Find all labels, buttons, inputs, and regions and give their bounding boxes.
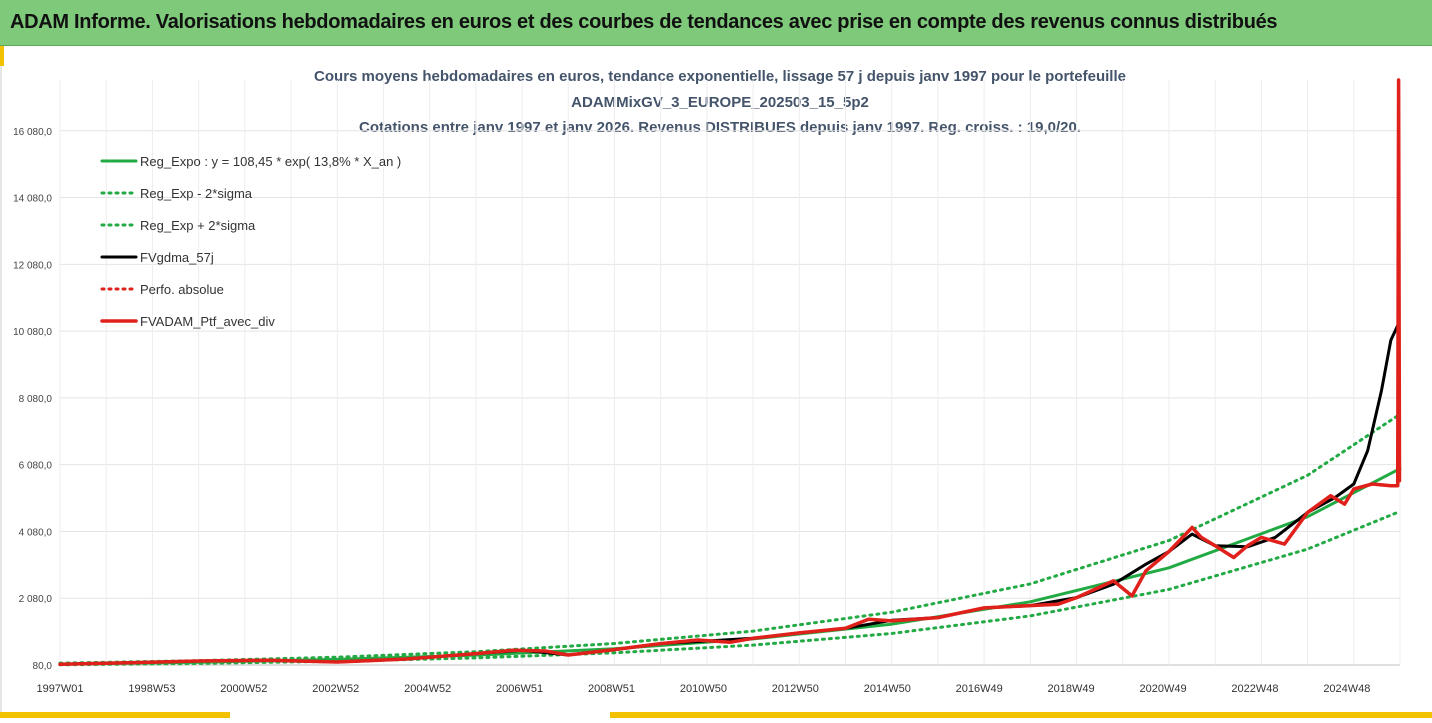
x-tick-label: 2020W49	[1139, 683, 1186, 695]
x-tick-label: 2024W48	[1323, 683, 1370, 695]
series-line-fvadam-ptf-avec-div	[58, 78, 1402, 667]
series-line-fvgdma-57j	[58, 323, 1400, 666]
accent-strip-bottom-right	[610, 712, 1432, 718]
header-banner: ADAM Informe. Valorisations hebdomadaire…	[0, 0, 1432, 46]
y-tick-label: 4 080,0	[19, 527, 53, 538]
x-tick-label: 1998W53	[128, 683, 175, 695]
y-tick-label: 80,0	[33, 661, 53, 672]
series-line-reg-expo-y-108-45-exp-13-8-x-an	[58, 467, 1402, 666]
accent-strip-bottom-left	[0, 712, 230, 718]
accent-strip-left	[0, 46, 4, 66]
left-edge-line	[0, 66, 2, 718]
x-tick-label: 2018W49	[1048, 683, 1095, 695]
y-tick-label: 2 080,0	[19, 594, 53, 605]
chart-title: Cours moyens hebdomadaires en euros, ten…	[314, 68, 1126, 85]
x-tick-label: 1997W01	[36, 683, 83, 695]
x-tick-label: 2002W52	[312, 683, 359, 695]
x-tick-label: 2014W50	[864, 683, 911, 695]
y-tick-label: 10 080,0	[13, 327, 52, 338]
chart-container: Cours moyens hebdomadaires en euros, ten…	[0, 46, 1432, 718]
chart-subtitle: ADAMMixGV_3_EUROPE_202503_15_5p2	[571, 94, 869, 111]
legend-label: FVgdma_57j	[140, 250, 214, 265]
chart-subtitle-2: Cotations entre janv 1997 et janv 2026. …	[359, 119, 1081, 136]
y-tick-label: 8 080,0	[19, 394, 53, 405]
x-tick-label: 2008W51	[588, 683, 635, 695]
line-chart: Cours moyens hebdomadaires en euros, ten…	[13, 68, 1402, 695]
y-tick-label: 16 080,0	[13, 127, 52, 138]
x-tick-label: 2022W48	[1231, 683, 1278, 695]
legend-label: Reg_Exp + 2*sigma	[140, 218, 256, 233]
y-tick-label: 14 080,0	[13, 194, 52, 205]
legend-label: Reg_Expo : y = 108,45 * exp( 13,8% * X_a…	[140, 154, 401, 169]
x-tick-label: 2006W51	[496, 683, 543, 695]
legend-label: Perfo. absolue	[140, 282, 224, 297]
y-tick-label: 6 080,0	[19, 461, 53, 472]
legend-label: FVADAM_Ptf_avec_div	[140, 314, 275, 329]
x-tick-label: 2012W50	[772, 683, 819, 695]
x-tick-label: 2004W52	[404, 683, 451, 695]
banner-title: ADAM Informe. Valorisations hebdomadaire…	[10, 11, 1278, 33]
x-tick-label: 2016W49	[956, 683, 1003, 695]
x-tick-label: 2000W52	[220, 683, 267, 695]
series-line-reg-exp-2-sigma	[58, 412, 1402, 665]
legend-label: Reg_Exp - 2*sigma	[140, 186, 253, 201]
y-tick-label: 12 080,0	[13, 260, 52, 271]
x-tick-label: 2010W50	[680, 683, 727, 695]
